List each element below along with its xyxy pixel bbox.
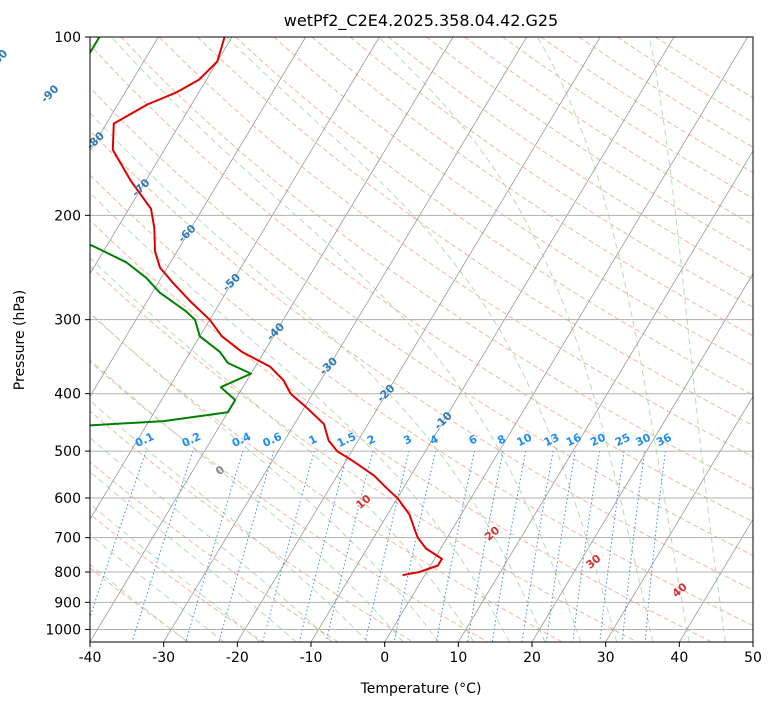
temperature-profile (111, 37, 443, 577)
moist-adiabat (537, 37, 690, 642)
chart-title: wetPf2_C2E4.2025.358.04.42.G25 (284, 11, 558, 31)
isotherm-line (678, 518, 753, 642)
moist-adiabat (90, 311, 439, 642)
dry-adiabat (90, 312, 563, 642)
mixing-ratio-line (393, 450, 437, 642)
moist-adiabat (90, 257, 475, 642)
y-tick-label: 500 (54, 444, 81, 460)
isotherm-line (384, 37, 749, 642)
y-tick-label: 600 (54, 491, 81, 507)
isotherm-line (236, 37, 601, 642)
moist-adiabat (90, 358, 404, 642)
dry-adiabat (90, 219, 712, 642)
isotherm-line (90, 37, 307, 398)
isotherm-line (531, 272, 753, 642)
isotherm-line (90, 37, 159, 152)
dry-adiabat (90, 567, 190, 642)
mixing-ratio-label: 25 (613, 431, 632, 449)
isotherm-line (605, 395, 753, 642)
dry-adiabat (158, 37, 753, 458)
series-layer (90, 37, 443, 577)
moist-adiabat (90, 563, 188, 642)
y-tick-label: 1000 (45, 622, 81, 638)
mixing-ratio-line (491, 451, 527, 642)
x-tick-label: 10 (449, 650, 467, 666)
isotherm-line (90, 37, 454, 642)
mixing-ratio-line (364, 450, 410, 642)
x-tick-label: -40 (79, 650, 102, 666)
y-tick-label: 800 (54, 565, 81, 581)
x-tick-label: 30 (597, 650, 615, 666)
mixing-ratio-line (262, 450, 315, 642)
moist-adiabat (111, 37, 582, 642)
mixing-ratio-label: 30 (634, 431, 654, 449)
mixing-ratio-line (621, 451, 646, 642)
mixing-ratio-label: 10 (515, 431, 535, 449)
x-tick-label: -10 (300, 650, 323, 666)
mixing-ratio-label: 36 (654, 431, 674, 449)
x-tick-label: -20 (226, 650, 249, 666)
y-tick-label: 400 (54, 387, 81, 403)
moist-adiabat (378, 37, 654, 642)
mixing-ratio-line (599, 451, 625, 642)
mixing-ratio-line (435, 450, 475, 642)
moist-adiabat (90, 399, 369, 642)
y-tick-label: 300 (54, 313, 81, 329)
isotherm-label: -100 (0, 47, 11, 76)
axis-layer: -40 -30 -20 -10 0 10 20 30 40 50 100 200 300 400 500 60… (45, 30, 762, 666)
isotherm-line (90, 37, 380, 520)
dry-adiabat (90, 461, 339, 642)
moist-adiabat (648, 37, 727, 642)
dry-adiabat (197, 37, 753, 427)
grid-layer (90, 37, 753, 642)
x-tick-label: 20 (523, 650, 541, 666)
dry-adiabat (120, 37, 753, 490)
mixing-ratio-line (218, 450, 275, 642)
x-tick-label: 50 (744, 650, 762, 666)
dry-adiabat (90, 513, 264, 642)
mixing-ratio-line (298, 450, 349, 642)
dry-adiabat (235, 37, 753, 396)
mixing-ratio-line (572, 451, 600, 642)
y-axis-label: Pressure (hPa) (12, 290, 28, 390)
dry-adiabat (90, 43, 753, 523)
moist-adiabat (90, 503, 261, 642)
x-tick-label: 40 (670, 650, 688, 666)
mixing-ratio-label: 16 (564, 431, 584, 449)
moist-adiabat (90, 533, 225, 642)
y-tick-label: 200 (54, 208, 81, 224)
dry-adiabat (90, 174, 753, 627)
mixing-ratio-label: 20 (588, 431, 608, 449)
moist-adiabat (90, 112, 546, 642)
isotherm-line (163, 37, 528, 642)
mixing-ratio-line (545, 451, 576, 642)
dry-adiabat (90, 360, 488, 642)
mixing-ratio-line (644, 451, 666, 642)
isotherm-line (457, 150, 753, 642)
x-tick-label: 0 (380, 650, 389, 666)
mixing-ratio-label: 13 (542, 431, 561, 449)
x-axis-label: Temperature (°C) (360, 681, 482, 697)
plot-frame (89, 36, 754, 643)
y-tick-label: 700 (54, 531, 81, 547)
isotherm-line (310, 37, 675, 642)
mixing-ratio-line (467, 450, 504, 642)
dry-adiabat (349, 37, 753, 308)
y-tick-label: 100 (54, 30, 81, 46)
x-tick-label: -30 (152, 650, 175, 666)
mixing-ratio-line (185, 450, 244, 642)
dewpoint-profile (90, 37, 252, 427)
dry-adiabat (90, 265, 638, 642)
mixing-ratio-line (325, 450, 374, 642)
y-tick-label: 900 (54, 595, 81, 611)
isotherm-line (90, 37, 233, 275)
dry-adiabat (90, 86, 753, 557)
